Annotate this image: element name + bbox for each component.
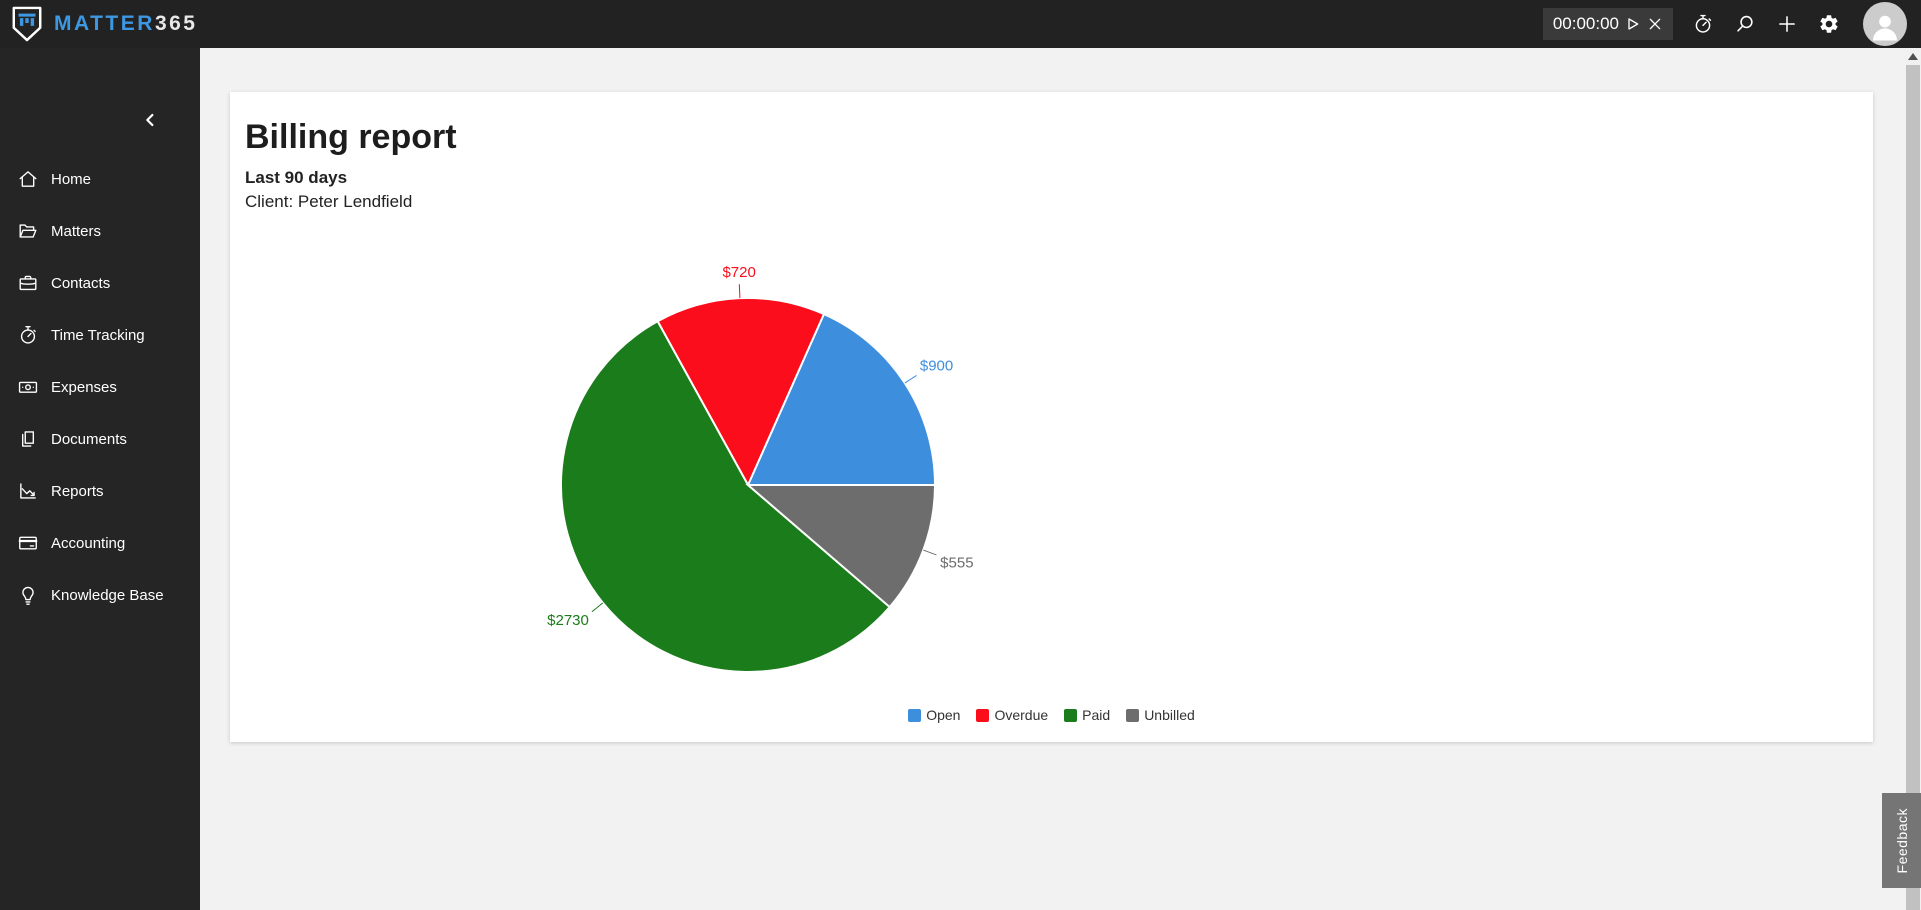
brand-logo-icon [12,6,42,42]
settings-button[interactable] [1817,12,1841,36]
arrow-up-icon [1908,53,1918,60]
sidebar-item-label: Home [51,170,92,188]
sidebar-item-documents[interactable]: Documents [0,413,200,465]
search-icon [1737,15,1753,32]
vertical-scrollbar[interactable] [1905,48,1921,910]
legend-swatch [976,708,990,722]
legend-label: Open [926,707,961,723]
sidebar-item-label: Contacts [51,274,111,292]
sidebar-item-matters[interactable]: Matters [0,205,200,257]
sidebar-item-label: Accounting [51,534,126,552]
person-icon [1872,15,1898,41]
legend-label: Paid [1082,707,1111,723]
chevron-left-icon [146,113,154,127]
app-header: MATTER 365 00:00:00 [0,0,1921,48]
scrollbar-thumb[interactable] [1906,65,1920,910]
legend-label: Unbilled [1144,707,1195,723]
documents-icon [17,428,39,450]
pie-value-label-overdue: $720 [722,264,755,281]
stopwatch-icon [17,324,39,346]
pie-value-label-unbilled: $555 [940,554,973,571]
sidebar-item-label: Expenses [51,378,117,396]
pie-value-label-open: $900 [920,357,953,374]
time-tracking-button[interactable] [1691,12,1715,36]
sidebar-item-label: Time Tracking [51,326,145,344]
legend-item-overdue[interactable]: Overdue [976,707,1048,723]
timer-widget[interactable]: 00:00:00 [1542,8,1673,40]
billing-report-card: Billing report Last 90 days Client: Pete… [230,92,1873,742]
brand-name: MATTER 365 [54,12,197,36]
legend-swatch [1064,708,1078,722]
pie-label-line [591,602,604,613]
stopwatch-icon [1695,14,1712,33]
add-button[interactable] [1775,12,1799,36]
plus-icon [1779,16,1795,32]
legend-swatch [1126,708,1140,722]
sidebar-item-home[interactable]: Home [0,153,200,205]
sidebar-item-label: Reports [51,482,104,500]
banknote-icon [17,376,39,398]
sidebar-item-accounting[interactable]: Accounting [0,517,200,569]
chart-legend: Open Overdue Paid Unbilled [230,704,1873,726]
sidebar-item-label: Documents [51,430,127,448]
line-chart-icon [17,480,39,502]
sidebar-collapse-button[interactable] [136,106,164,134]
report-client: Client: Peter Lendfield [245,192,413,211]
sidebar-item-time-tracking[interactable]: Time Tracking [0,309,200,361]
pie-label-line [904,375,917,384]
scrollbar-up-button[interactable] [1905,48,1921,65]
brand[interactable]: MATTER 365 [0,5,197,43]
legend-item-open[interactable]: Open [908,707,960,723]
sidebar-item-label: Matters [51,222,102,240]
legend-swatch [908,708,922,722]
billing-pie-chart: $900 $720 $2730 $555 [547,264,974,673]
briefcase-icon [17,272,39,294]
pie-value-label-paid: $2730 [547,612,589,629]
lightbulb-icon [17,584,39,606]
legend-item-unbilled[interactable]: Unbilled [1126,707,1195,723]
timer-play-icon[interactable] [1625,16,1641,32]
brand-name-secondary: 365 [154,12,198,35]
main-content: Billing report Last 90 days Client: Pete… [200,48,1905,910]
page-title: Billing report [245,118,457,156]
pie-label-line [923,549,937,556]
credit-card-icon [17,532,39,554]
sidebar-item-expenses[interactable]: Expenses [0,361,200,413]
legend-item-paid[interactable]: Paid [1064,707,1110,723]
timer-value: 00:00:00 [1552,14,1619,33]
sidebar: Home Matters Contacts Time Tracking Expenses… [0,48,200,910]
legend-label: Overdue [994,707,1049,723]
pie-label-line [738,284,741,299]
header-actions: 00:00:00 [1542,2,1921,46]
sidebar-item-label: Knowledge Base [51,586,164,604]
timer-close-icon[interactable] [1647,16,1663,32]
sidebar-nav: Home Matters Contacts Time Tracking Expenses… [0,153,200,621]
sidebar-item-contacts[interactable]: Contacts [0,257,200,309]
folder-open-icon [17,220,39,242]
report-period: Last 90 days [245,168,348,187]
feedback-label: Feedback [1893,807,1910,874]
user-avatar[interactable] [1863,2,1907,46]
brand-name-primary: MATTER [54,12,155,35]
gear-icon [1820,15,1838,33]
sidebar-item-knowledge-base[interactable]: Knowledge Base [0,569,200,621]
search-button[interactable] [1733,12,1757,36]
feedback-button[interactable]: Feedback [1882,793,1921,888]
home-icon [17,168,39,190]
sidebar-item-reports[interactable]: Reports [0,465,200,517]
pie-slice-unbilled[interactable] [745,484,937,609]
pie-slice-open[interactable] [746,312,937,486]
